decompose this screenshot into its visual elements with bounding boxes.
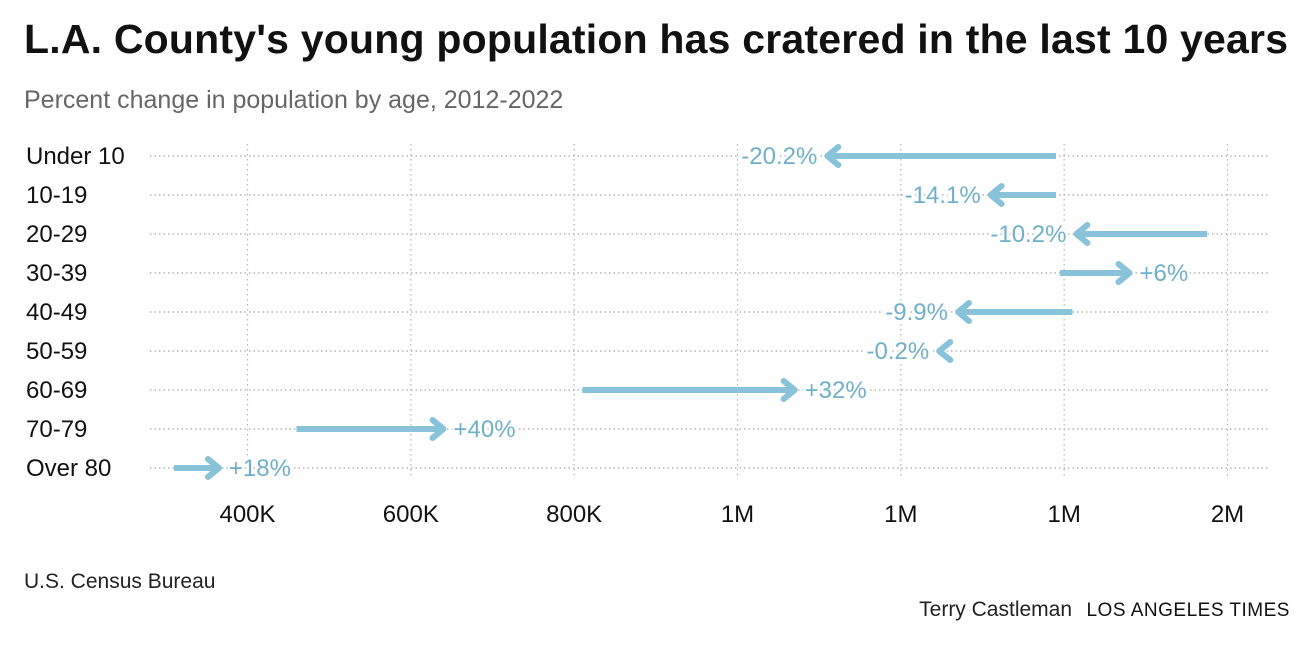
row-label: 70-79 [26, 416, 87, 443]
arrow-head [1115, 261, 1133, 285]
arrow-head [987, 183, 1005, 207]
change-label: +40% [454, 416, 516, 443]
change-label: +32% [805, 377, 867, 404]
chart-subtitle: Percent change in population by age, 201… [24, 86, 564, 114]
credit-author: Terry Castleman [919, 598, 1073, 621]
change-label: -10.2% [990, 221, 1066, 248]
arrow-head [824, 144, 842, 168]
arrow-chart: Under 10 -20.2% 10-19 -14.1% 20-29 -10.2% 30-3… [26, 141, 1270, 528]
row-label: Over 80 [26, 455, 111, 482]
row-label: 20-29 [26, 221, 87, 248]
x-tick-label: 1M [721, 501, 754, 528]
row-label: Under 10 [26, 143, 125, 170]
row-label: 60-69 [26, 377, 87, 404]
x-tick-label: 800K [546, 501, 602, 528]
row-label: 10-19 [26, 182, 87, 209]
credit-outlet: LOS ANGELES TIMES [1086, 600, 1290, 621]
change-label: -0.2% [867, 338, 930, 365]
source-note: U.S. Census Bureau [24, 570, 216, 593]
chart-rows: Under 10 -20.2% 10-19 -14.1% 20-29 -10.2% 30-3… [26, 141, 1208, 485]
arrow-head [780, 378, 798, 402]
x-tick-label: 2M [1211, 501, 1244, 528]
arrow-head [955, 300, 972, 324]
row-label: 50-59 [26, 338, 87, 365]
x-tick-label: 600K [383, 501, 439, 528]
arrow-head [204, 456, 222, 480]
x-tick-label: 1M [1047, 501, 1080, 528]
arrow-head [1073, 222, 1091, 246]
credit-line: Terry Castleman LOS ANGELES TIMES [919, 598, 1290, 622]
arrow-head [429, 417, 447, 441]
x-tick-label: 1M [884, 501, 917, 528]
change-label: -9.9% [885, 299, 948, 326]
change-label: +6% [1140, 260, 1189, 287]
grid [150, 144, 1270, 478]
change-label: -14.1% [905, 182, 981, 209]
row-label: 30-39 [26, 260, 87, 287]
change-label: +18% [229, 455, 291, 482]
x-tick-label: 400K [219, 501, 275, 528]
x-axis: 400K 600K 800K 1M 1M 1M 2M [219, 501, 1244, 528]
arrow-head [936, 339, 954, 363]
row-label: 40-49 [26, 299, 87, 326]
change-label: -20.2% [741, 143, 817, 170]
chart-title: L.A. County's young population has crate… [24, 16, 1289, 62]
